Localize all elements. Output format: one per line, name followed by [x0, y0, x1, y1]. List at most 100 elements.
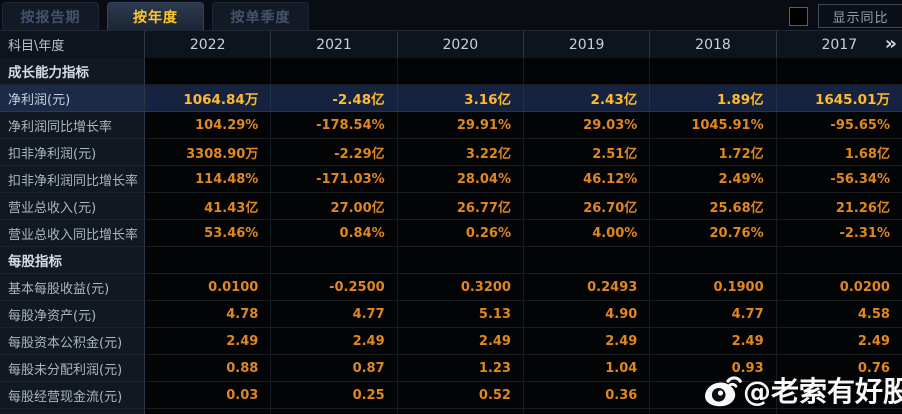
cell: 25.68亿	[650, 193, 777, 220]
cell: 20.76%	[650, 220, 777, 247]
row-label: 每股未分配利润(元)	[0, 355, 145, 382]
cell: 4.90	[523, 301, 651, 328]
tab-2[interactable]: 按单季度	[212, 2, 309, 30]
section-row: 每股指标	[0, 247, 902, 274]
cell: 0.2493	[523, 274, 651, 301]
table-row	[0, 409, 902, 414]
year-header-2018: 2018	[650, 31, 777, 58]
cell: 2.49	[397, 328, 524, 355]
period-tabs: 按报告期 按年度 按单季度	[0, 0, 317, 30]
cell: 3.22亿	[397, 139, 524, 166]
year-headers: 2022 2021 2020 2019 2018 2017 »	[145, 31, 902, 58]
row-label: 每股净资产(元)	[0, 301, 145, 328]
cell	[145, 58, 272, 85]
cell: 1.04	[523, 355, 651, 382]
cell	[145, 247, 272, 274]
cell: 1.72亿	[650, 139, 777, 166]
corner-header: 科目\年度	[0, 31, 145, 58]
cell: 0.52	[397, 382, 524, 409]
period-tabbar: 按报告期 按年度 按单季度 显示同比	[0, 0, 902, 30]
table-row[interactable]: 净利润(元) 1064.84万 -2.48亿 3.16亿 2.43亿 1.89亿 1645.…	[0, 85, 902, 112]
cell: 4.77	[650, 301, 777, 328]
row-label: 净利润同比增长率	[0, 112, 145, 139]
row-label: 每股资本公积金(元)	[0, 328, 145, 355]
cell: 41.43亿	[145, 193, 272, 220]
cell: 46.12%	[523, 166, 651, 193]
cell	[271, 58, 398, 85]
tab-0[interactable]: 按报告期	[2, 2, 99, 30]
cell: 2.49	[145, 328, 272, 355]
cell: 2.49	[271, 328, 398, 355]
cell: 0.76	[776, 355, 902, 382]
cell: 0.3200	[397, 274, 524, 301]
cell	[397, 247, 524, 274]
row-label: 每股指标	[0, 247, 145, 274]
cell	[650, 247, 777, 274]
cell: 2.51亿	[523, 139, 651, 166]
cell: 1045.91%	[650, 112, 777, 139]
table-row[interactable]: 营业总收入(元) 41.43亿 27.00亿 26.77亿 26.70亿 25.68亿 21…	[0, 193, 902, 220]
cell: -171.03%	[271, 166, 398, 193]
table-row[interactable]: 扣非净利润同比增长率 114.48% -171.03% 28.04% 46.12% 2.4…	[0, 166, 902, 193]
year-label: 2020	[442, 36, 479, 53]
cell: 0.87	[271, 355, 398, 382]
show-yoy-checkbox[interactable]	[789, 6, 808, 26]
year-header-2017: 2017 »	[777, 31, 902, 58]
cell: 4.77	[271, 301, 398, 328]
cell: 29.91%	[397, 112, 524, 139]
cell: 2.49	[776, 328, 902, 355]
year-header-2022: 2022	[145, 31, 272, 58]
cell: 53.46%	[145, 220, 272, 247]
cell: 1.23	[397, 355, 524, 382]
cell: -0.2500	[271, 274, 398, 301]
cell: 28.04%	[397, 166, 524, 193]
cell: 0.84%	[271, 220, 398, 247]
cell	[776, 409, 902, 414]
cell: -2.29亿	[271, 139, 398, 166]
cell: 5.13	[397, 301, 524, 328]
cell: 1064.84万	[145, 85, 272, 112]
row-label: 基本每股收益(元)	[0, 274, 145, 301]
cell: -56.34%	[776, 166, 902, 193]
row-label: 扣非净利润(元)	[0, 139, 145, 166]
year-label: 2022	[189, 36, 226, 53]
year-label: 2021	[316, 36, 352, 53]
table-row[interactable]: 每股资本公积金(元) 2.49 2.49 2.49 2.49 2.49 2.49	[0, 328, 902, 355]
tab-1[interactable]: 按年度	[107, 2, 204, 30]
cell: -178.54%	[271, 112, 398, 139]
cell	[397, 409, 524, 414]
cell: 0.0200	[776, 274, 902, 301]
cell	[776, 382, 902, 409]
year-header-2021: 2021	[271, 31, 398, 58]
cell: 0.03	[145, 382, 272, 409]
cell: -2.48亿	[271, 85, 398, 112]
cell: 0.88	[145, 355, 272, 382]
cell: 2.49	[523, 328, 651, 355]
year-header-2020: 2020	[398, 31, 524, 58]
cell: 0.26%	[397, 220, 524, 247]
year-label: 2017	[821, 36, 858, 53]
cell: 4.78	[145, 301, 272, 328]
show-yoy-control: 显示同比	[789, 4, 902, 28]
table-row[interactable]: 净利润同比增长率 104.29% -178.54% 29.91% 29.03% 1045.…	[0, 112, 902, 139]
table-row[interactable]: 每股净资产(元) 4.78 4.77 5.13 4.90 4.77 4.58	[0, 301, 902, 328]
table-row[interactable]: 基本每股收益(元) 0.0100 -0.2500 0.3200 0.2493 0.1900…	[0, 274, 902, 301]
table-row[interactable]: 每股经营现金流(元) 0.03 0.25 0.52 0.36	[0, 382, 902, 409]
cell	[776, 58, 902, 85]
cell	[650, 58, 777, 85]
more-years-icon[interactable]: »	[884, 32, 897, 55]
cell: 2.49	[650, 328, 777, 355]
year-header-2019: 2019	[524, 31, 651, 58]
row-label: 扣非净利润同比增长率	[0, 166, 145, 193]
table-row[interactable]: 扣非净利润(元) 3308.90万 -2.29亿 3.22亿 2.51亿 1.72亿 1.6…	[0, 139, 902, 166]
section-row: 成长能力指标	[0, 58, 902, 85]
cell: 0.25	[271, 382, 398, 409]
cell: 21.26亿	[776, 193, 902, 220]
cell: 1645.01万	[776, 85, 902, 112]
table-body: 成长能力指标 净利润(元) 1064.84万 -2.48亿 3.16亿 2.43亿 1.89…	[0, 58, 902, 414]
table-row[interactable]: 每股未分配利润(元) 0.88 0.87 1.23 1.04 0.93 0.76	[0, 355, 902, 382]
cell: 3308.90万	[145, 139, 272, 166]
show-yoy-label[interactable]: 显示同比	[818, 4, 902, 28]
row-label: 每股经营现金流(元)	[0, 382, 145, 409]
table-row[interactable]: 营业总收入同比增长率 53.46% 0.84% 0.26% 4.00% 20.76% -2.…	[0, 220, 902, 247]
